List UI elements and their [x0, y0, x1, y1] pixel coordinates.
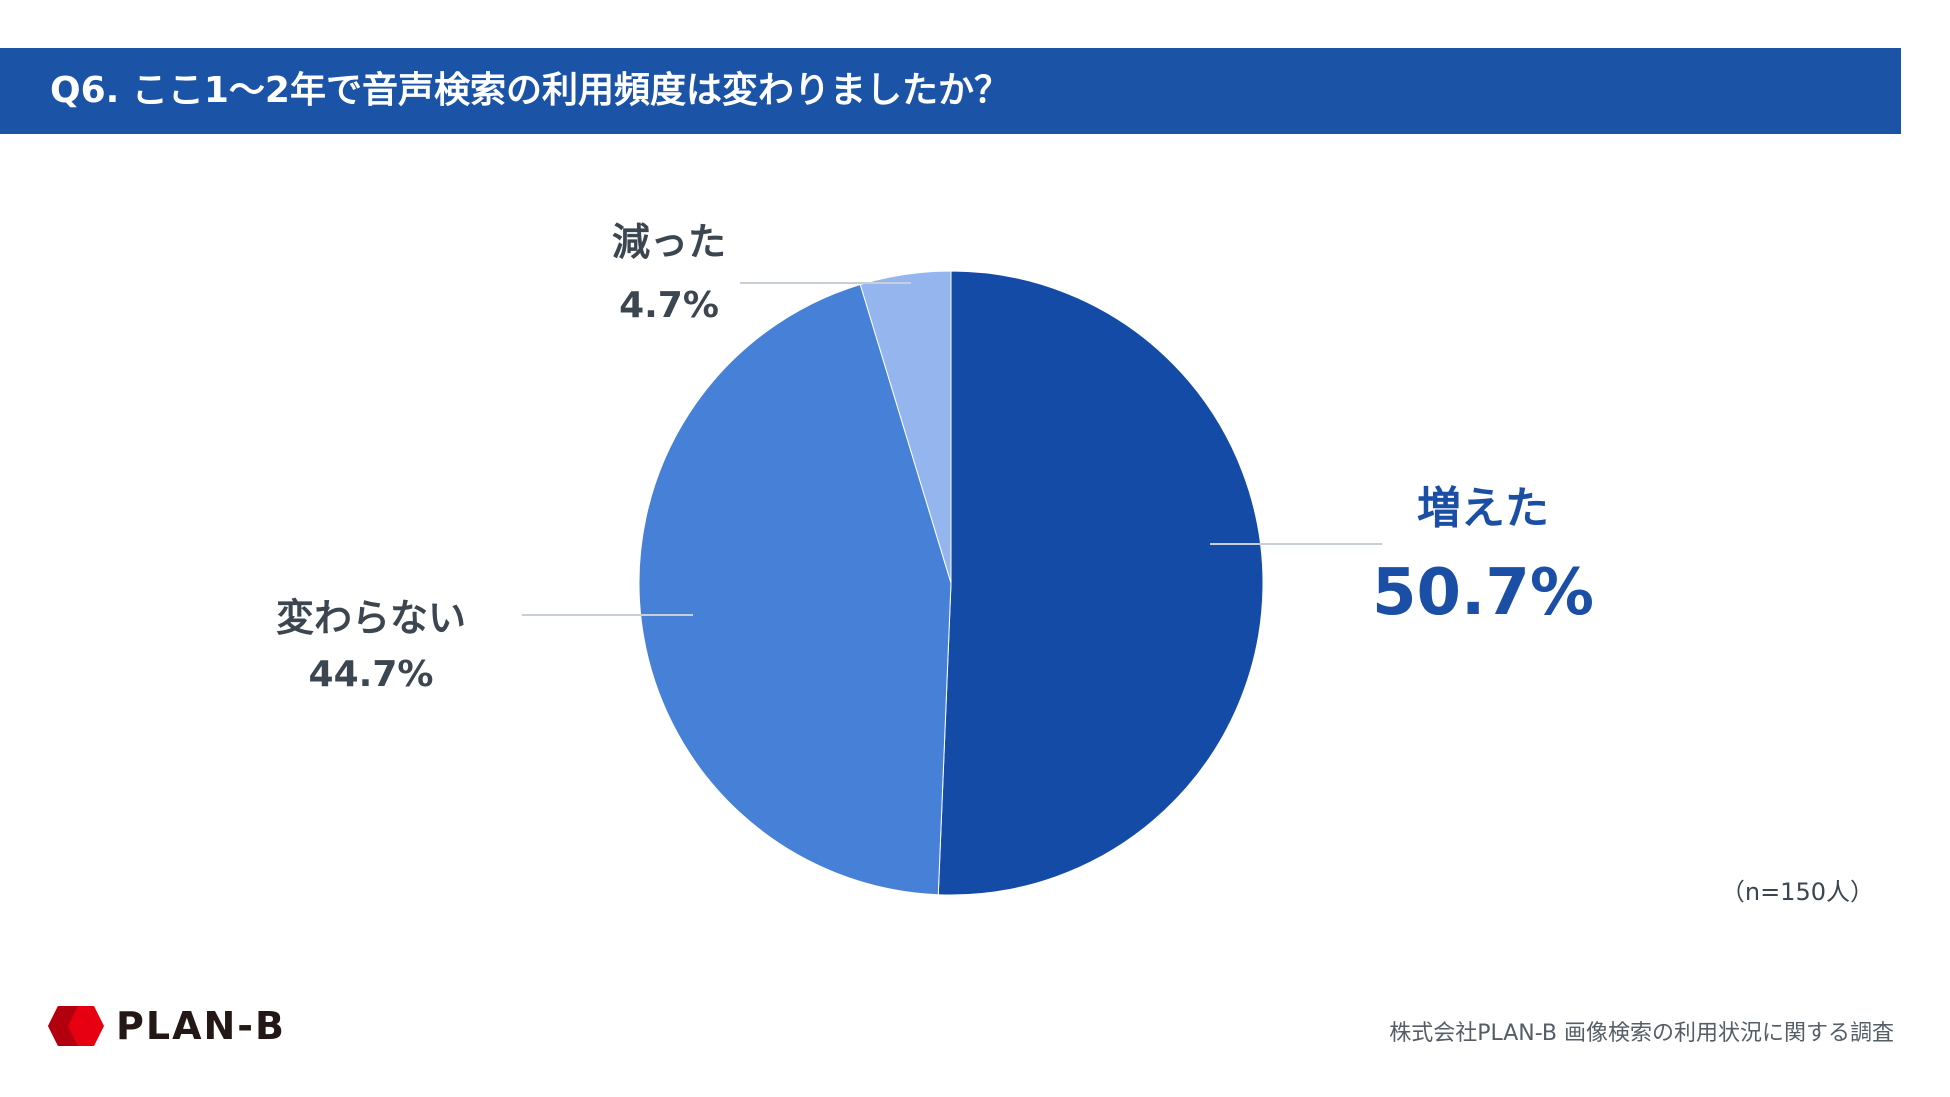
pie-slice-increased	[937, 270, 1264, 896]
pie-slice-unchanged	[638, 283, 952, 896]
slice-label-increased: 増えた	[1417, 483, 1549, 534]
slice-value-increased: 50.7%	[1372, 556, 1594, 630]
sample-size-note: （n=150人）	[1720, 878, 1874, 906]
slice-label-decreased: 減った	[612, 220, 726, 264]
pie-slice-decreased	[859, 270, 952, 584]
slice-value-decreased: 4.7%	[619, 285, 719, 326]
survey-credit: 株式会社PLAN-B 画像検索の利用状況に関する調査	[1389, 1021, 1894, 1046]
slice-label-unchanged: 変わらない	[276, 596, 466, 640]
header-bar: Q6. ここ1〜2年で音声検索の利用頻度は変わりましたか？	[0, 48, 1901, 134]
slice-value-unchanged: 44.7%	[309, 654, 434, 695]
plan-b-logo-icon	[48, 1006, 104, 1046]
brand-name: PLAN-B	[116, 1004, 287, 1048]
page-title: Q6. ここ1〜2年で音声検索の利用頻度は変わりましたか？	[50, 70, 1010, 111]
